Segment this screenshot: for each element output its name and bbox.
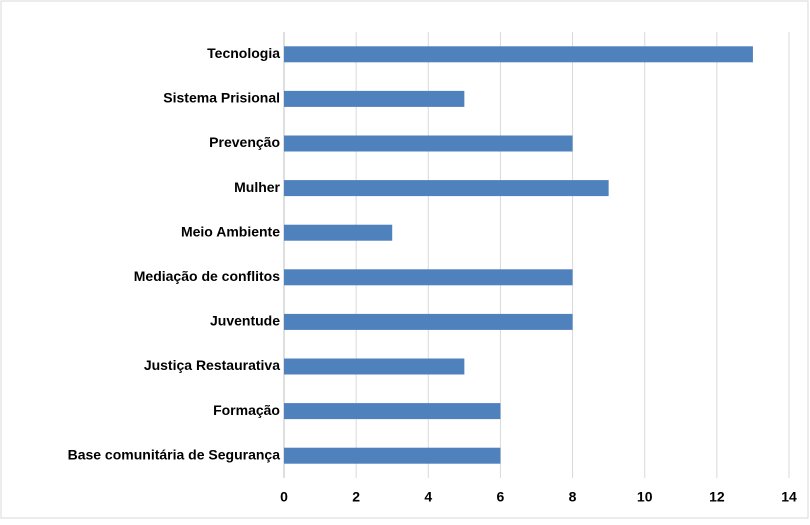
bar [284, 447, 501, 464]
bar [284, 313, 573, 330]
y-tick-label: Tecnologia [207, 45, 280, 61]
y-tick-label: Formação [213, 402, 280, 418]
bar [284, 46, 753, 63]
bar [284, 269, 573, 286]
bar [284, 90, 465, 107]
x-tick-label: 2 [352, 489, 360, 505]
bar [284, 224, 393, 241]
y-tick-label: Sistema Prisional [163, 90, 280, 106]
y-tick-label: Base comunitária de Segurança [68, 446, 281, 462]
y-tick-label: Juventude [210, 313, 280, 329]
x-tick-label: 0 [280, 489, 288, 505]
x-tick-label: 10 [637, 489, 653, 505]
bar [284, 358, 465, 375]
bar [284, 135, 573, 152]
x-tick-label: 6 [497, 489, 505, 505]
x-tick-label: 4 [424, 489, 432, 505]
bar [284, 180, 609, 197]
y-tick-label: Prevenção [209, 134, 280, 150]
x-tick-label: 12 [709, 489, 725, 505]
x-tick-label: 8 [569, 489, 577, 505]
y-tick-label: Mediação de conflitos [134, 268, 280, 284]
y-tick-label: Meio Ambiente [181, 223, 280, 239]
y-tick-label: Justiça Restaurativa [144, 357, 280, 373]
x-tick-label: 14 [781, 489, 797, 505]
y-tick-label: Mulher [234, 179, 280, 195]
bar [284, 403, 501, 420]
